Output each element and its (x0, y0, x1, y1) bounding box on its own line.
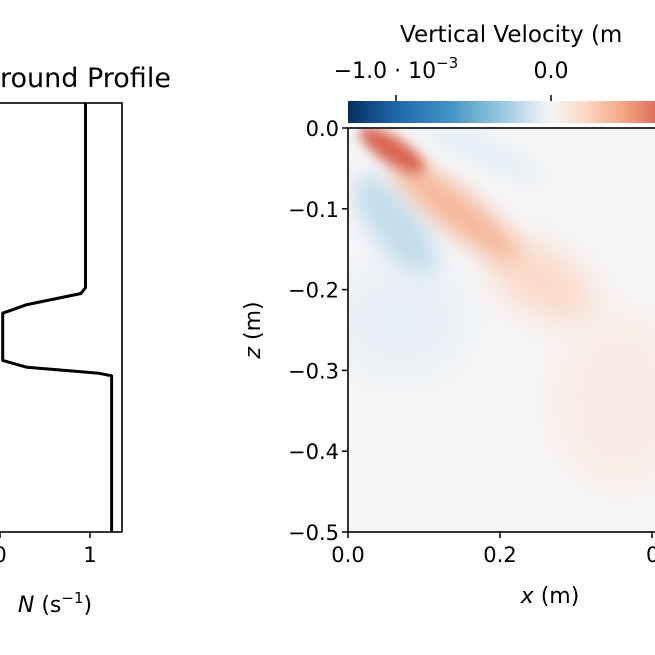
left-axes-frame (0, 102, 123, 533)
colorbar-tick-label: −1.0 · 10−3 (334, 54, 459, 84)
heatmap-y-tick-label: −0.3 (288, 359, 339, 383)
heatmap-faint-blue-region (349, 260, 470, 380)
heatmap-x-tick-label: 0.2 (483, 543, 516, 567)
heatmap-xlabel-unit: (m) (541, 584, 580, 609)
heatmap-x-ticks: 0.0 0.2 0 (331, 532, 655, 567)
heatmap-xlabel-var: x (520, 584, 535, 609)
heatmap-y-tick-label: −0.4 (288, 440, 339, 464)
heatmap-axes-frame (347, 127, 655, 533)
heatmap-ylabel-var: z (241, 347, 266, 360)
left-xlabel-exp: −1 (61, 589, 83, 607)
colorbar-title: Vertical Velocity (m (400, 22, 622, 48)
colorbar (348, 101, 655, 123)
heatmap (349, 129, 655, 531)
left-x-tick-label: 0 (0, 543, 7, 567)
left-xlabel-close: ) (84, 593, 93, 618)
heatmap-red-band (390, 158, 520, 262)
heatmap-x-tick-label: 0 (646, 543, 655, 567)
left-xlabel-unit: (s (41, 593, 61, 618)
colorbar-tick-label: 0.0 (534, 59, 569, 84)
heatmap-blue-lobe (353, 175, 437, 275)
left-title: round Profile (0, 63, 171, 94)
left-x-tick-label: 1 (83, 543, 96, 567)
left-x-ticks: 01 (0, 532, 97, 567)
colorbar-ticks: −1.0 · 10−30.01 (334, 54, 569, 101)
heatmap-x-tick-label: 0.0 (331, 543, 364, 567)
profile-line (1, 103, 114, 532)
colorbar-tick-base: 0.0 (534, 59, 569, 84)
heatmap-ylabel-unit: (m) (241, 301, 266, 340)
left-xlabel-var: N (18, 593, 34, 618)
heatmap-y-tick-label: −0.1 (288, 198, 339, 222)
left-xlabel: N (s−1) (18, 589, 92, 618)
heatmap-y-tick-label: 0.0 (306, 117, 339, 141)
heatmap-faint-red-region (550, 310, 655, 490)
colorbar-tick-exponent: −3 (436, 54, 458, 72)
heatmap-ylabel: z (m) (241, 301, 266, 359)
colorbar-tick-base: −1.0 · 10 (334, 59, 436, 84)
heatmap-y-ticks: 0.0 −0.1 −0.2 −0.3 −0.4 −0.5 (288, 117, 348, 545)
heatmap-y-tick-label: −0.5 (288, 521, 339, 545)
heatmap-light-blue-top (416, 129, 544, 182)
heatmap-y-tick-label: −0.2 (288, 279, 339, 303)
heatmap-red-core (359, 129, 425, 174)
heatmap-xlabel: x (m) (520, 584, 580, 609)
